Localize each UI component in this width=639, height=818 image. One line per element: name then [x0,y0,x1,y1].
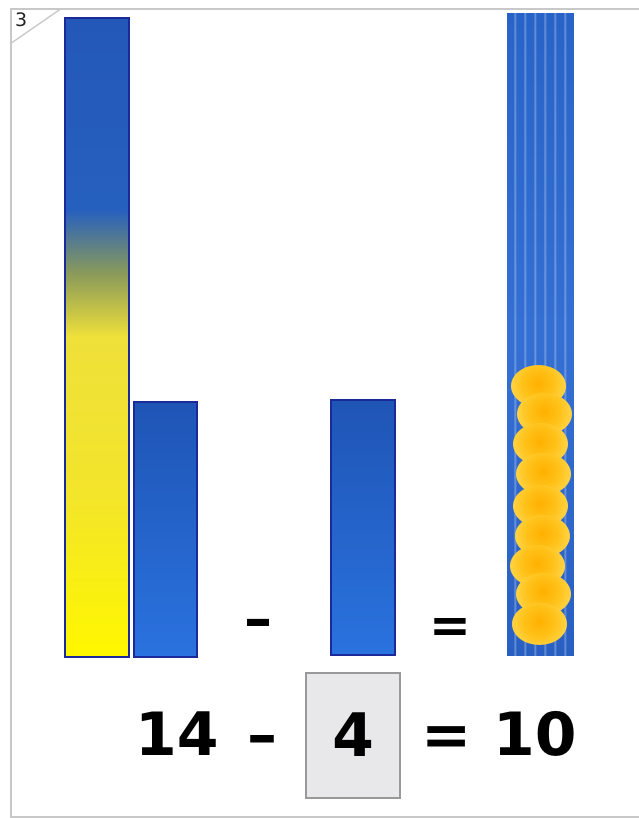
visual-equals-sign: = [429,596,471,654]
visual-minus-sign: – [244,587,272,652]
page-number: 3 [15,9,28,31]
equation-minus-sign: – [247,700,277,770]
subtrahend: 4 [332,700,374,771]
yellow-blob [512,603,567,645]
number-equation: 14 – 4 = 10 [0,670,639,800]
result-bar-textured [507,13,574,656]
subtracted-bar-blue [330,399,396,656]
part-bar-blue [133,401,198,658]
page-corner-fold [10,8,63,44]
minuend: 14 [135,700,219,770]
subtrahend-answer-box[interactable]: 4 [305,672,401,799]
result: 10 [493,700,577,770]
total-bar-blue-yellow [64,17,130,658]
equation-equals-sign: = [421,700,472,770]
